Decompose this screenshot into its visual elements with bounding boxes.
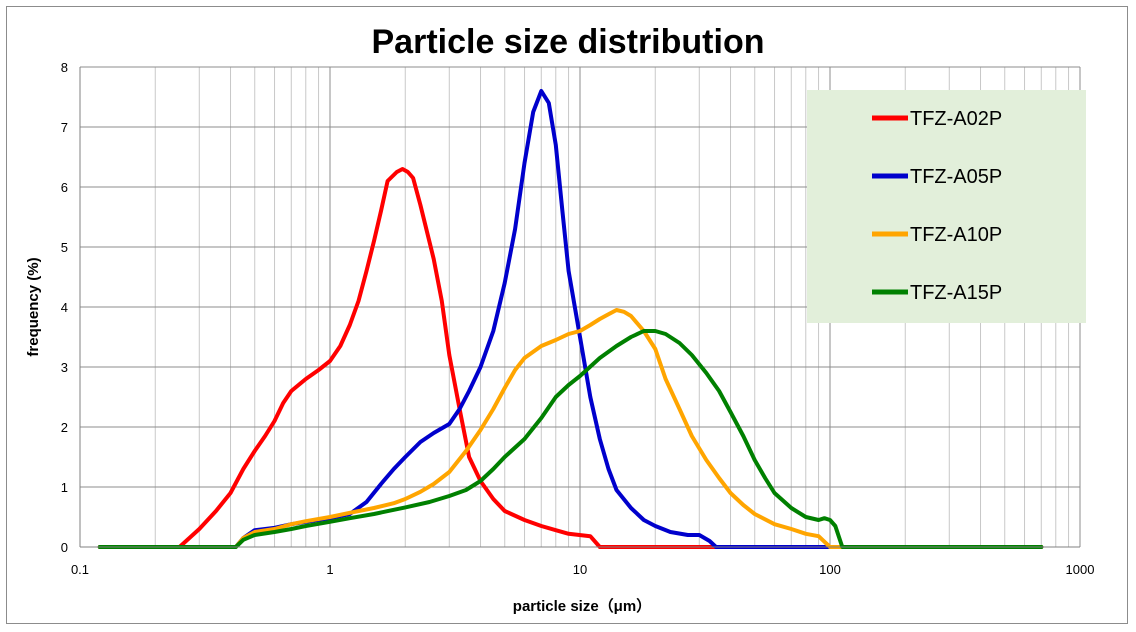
y-tick-label: 7 <box>61 120 68 135</box>
y-axis-label: frequency (%) <box>25 257 42 356</box>
chart-title: Particle size distribution <box>372 23 765 61</box>
series-line-tfz-a02p <box>97 167 1044 549</box>
y-tick-label: 8 <box>61 60 68 75</box>
y-tick-label: 2 <box>61 420 68 435</box>
y-tick-label: 6 <box>61 180 68 195</box>
x-tick-label: 0.1 <box>71 562 89 577</box>
legend-background <box>807 90 1086 323</box>
y-tick-label: 5 <box>61 240 68 255</box>
series-line-tfz-a10p <box>97 308 1044 549</box>
legend: TFZ-A02P TFZ-A05P TFZ-A10P TFZ-A15P <box>807 90 1086 323</box>
y-tick-label: 4 <box>61 300 68 315</box>
y-tick-label: 0 <box>61 540 68 555</box>
y-tick-label: 3 <box>61 360 68 375</box>
x-tick-label: 10 <box>573 562 587 577</box>
y-tick-label: 1 <box>61 480 68 495</box>
legend-label: TFZ-A15P <box>910 282 1002 304</box>
x-axis-label: particle size（μm） <box>513 597 651 615</box>
x-tick-label: 100 <box>819 562 841 577</box>
series-line-tfz-a15p <box>97 329 1044 549</box>
series-layer <box>97 89 1044 549</box>
x-tick-label: 1 <box>326 562 333 577</box>
legend-label: TFZ-A10P <box>910 224 1002 246</box>
legend-label: TFZ-A02P <box>910 108 1002 130</box>
x-tick-label: 1000 <box>1066 562 1095 577</box>
legend-label: TFZ-A05P <box>910 166 1002 188</box>
axis-layer: 0 1 2 3 4 5 6 7 8 0.1 1 10 100 1000 <box>61 60 1095 577</box>
